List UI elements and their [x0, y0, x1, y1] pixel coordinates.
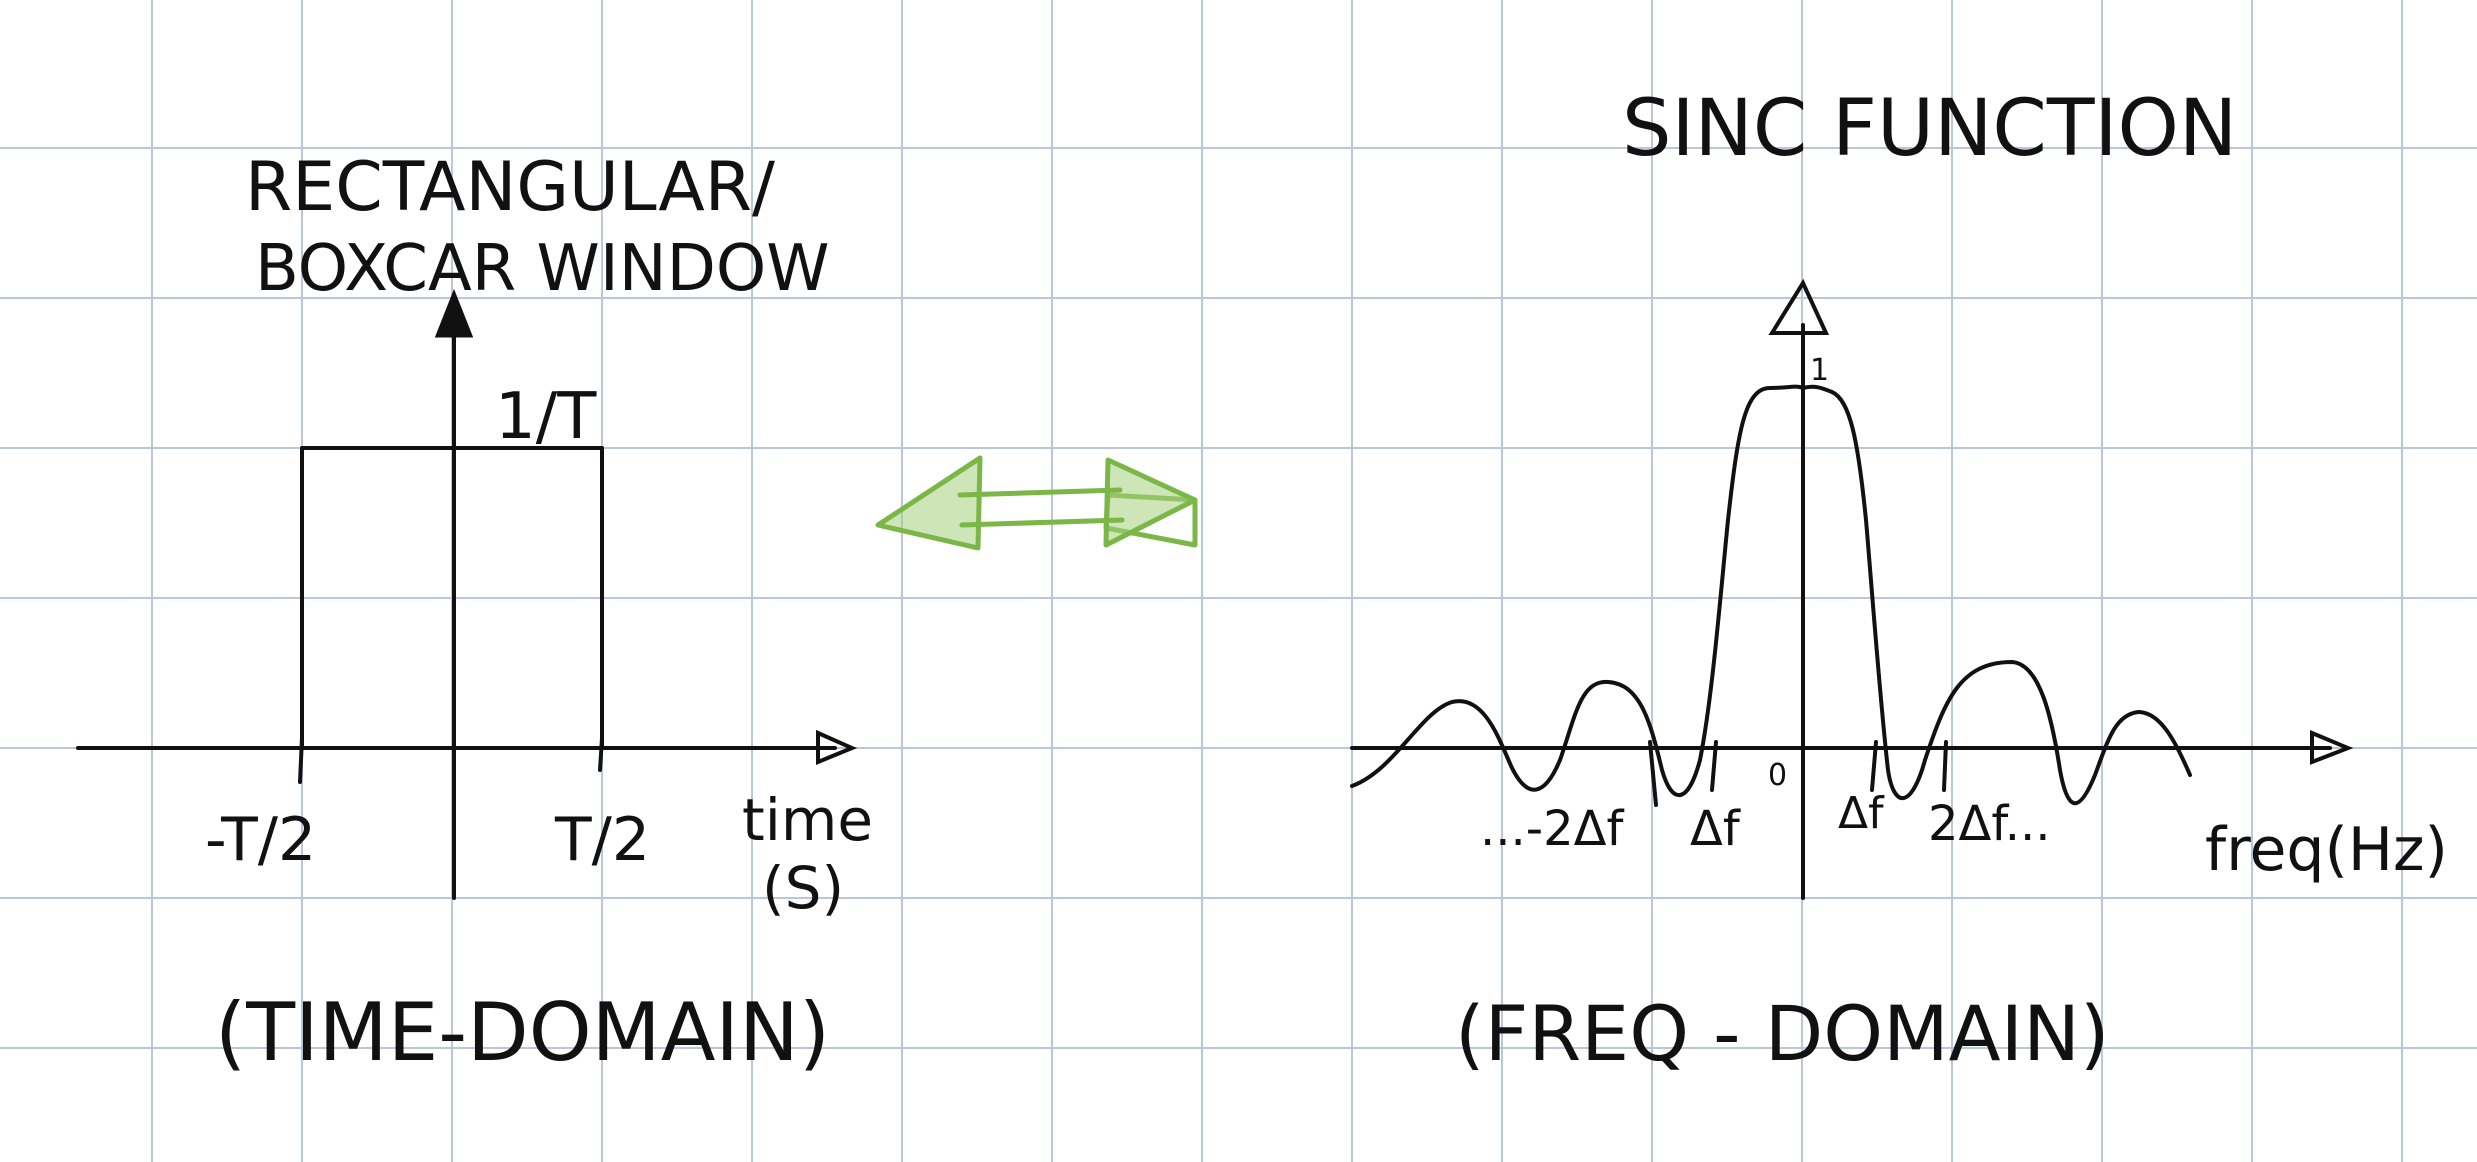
tick-pos-far-label: 2Δf... [1928, 796, 2051, 852]
tick-neg-label: Δf [1690, 801, 1741, 857]
left-title-line2: BOXCAR WINDOW [255, 232, 830, 306]
freq-axis-label: freq(Hz) [2205, 815, 2448, 885]
tick-pos-2df [1942, 740, 1948, 792]
origin-label: 0 [1768, 758, 1787, 793]
freq-domain-caption: (FREQ - DOMAIN) [1455, 989, 2110, 1078]
time-domain-caption: (TIME-DOMAIN) [215, 986, 830, 1079]
sinc-curve [1350, 384, 2192, 806]
time-axis-label-line2: (S) [762, 854, 844, 922]
freq-domain-plot: SINC FUNCTION 1 0 ...-2Δf Δf Δf 2Δf... f… [1350, 84, 2448, 1078]
left-title-line1: RECTANGULAR/ [245, 148, 775, 227]
sinc-title: SINC FUNCTION [1622, 84, 2237, 174]
height-label: 1/T [495, 380, 597, 454]
double-headed-arrow-icon [875, 455, 1198, 551]
tick-left-label: -T/2 [205, 805, 316, 875]
tick-pos-df [1870, 740, 1878, 792]
tick-neg-df [1710, 740, 1718, 792]
tick-left [298, 736, 304, 784]
tick-right [598, 736, 604, 772]
tick-neg-2df [1648, 740, 1658, 807]
tick-neg-far-label: ...-2Δf [1480, 801, 1624, 857]
time-domain-plot: RECTANGULAR/ BOXCAR WINDOW 1/T -T/2 T/2 … [76, 148, 873, 1079]
time-axis-label-line1: time [742, 786, 873, 854]
amplitude-axis-arrow-icon [434, 288, 474, 338]
tick-right-label: T/2 [554, 805, 650, 875]
boxcar-pulse [300, 446, 604, 750]
freq-axis-arrow-icon [2310, 730, 2354, 765]
magnitude-axis-arrow-icon [1768, 278, 1830, 335]
peak-label: 1 [1810, 353, 1829, 388]
tick-pos-label: Δf [1838, 788, 1885, 839]
time-axis-arrow-icon [816, 729, 858, 765]
